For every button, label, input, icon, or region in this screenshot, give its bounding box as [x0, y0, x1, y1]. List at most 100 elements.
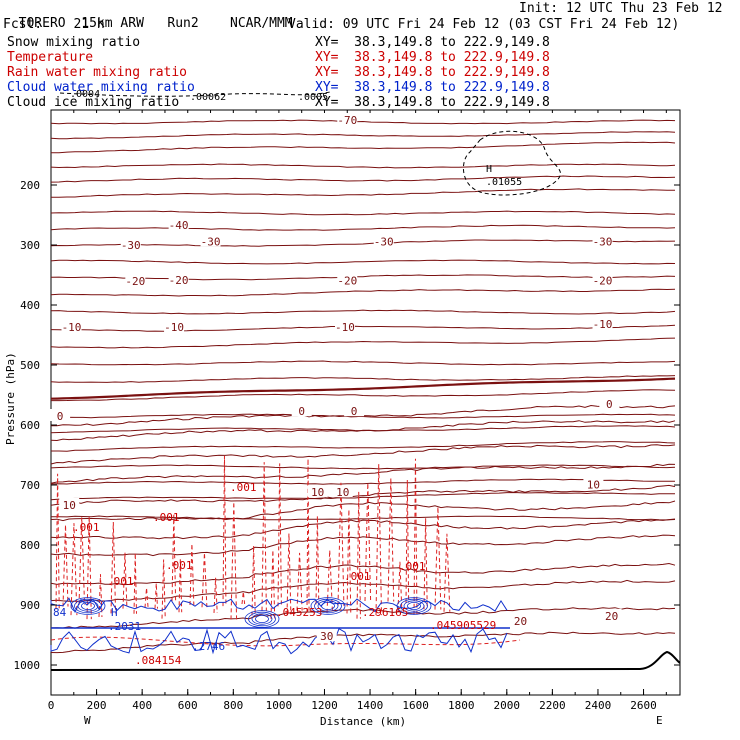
field-xy-cloud-ice: XY= 38.3,149.8 to 222.9,149.8 [315, 95, 550, 110]
isotherm-line [51, 441, 676, 452]
init-time: Init: 12 UTC Thu 23 Feb 12 [519, 1, 723, 16]
rain-label-3: .001 [153, 511, 180, 524]
isotherm-line-lower [50, 444, 676, 465]
rain-water-contour [161, 559, 166, 619]
isotherm-label-bg [120, 238, 141, 250]
cloud-water-core [396, 597, 432, 615]
isotherm-label-bg [583, 477, 604, 490]
isotherm-label--10: -10 [593, 318, 613, 331]
temperature-isotherms [50, 119, 676, 654]
isotherm-label-bg [61, 320, 82, 333]
rain-water-contour [405, 479, 410, 603]
isotherm-label-10: 10 [63, 499, 76, 512]
y-tick-label-400: 400 [20, 299, 40, 312]
rain-water-contour [241, 591, 246, 605]
cloud-water-contours [50, 597, 510, 655]
valid-time: Valid: 09 UTC Fri 24 Feb 12 (03 CST Fri … [288, 17, 680, 32]
rain-water-contour [154, 583, 158, 609]
cloud-water-label-1: 84 [53, 606, 67, 619]
isotherm-label-bg [592, 317, 613, 330]
isotherm-line [50, 224, 676, 231]
cloud-ice-max-marker: H [486, 164, 492, 175]
axes: 0 200 400 600 800 1000 1200 1400 1600 1800 2000 220… [14, 110, 680, 712]
rain-label-4: .001 [166, 559, 193, 572]
x-tick-label-1000: 1000 [266, 699, 293, 712]
isotherm-label--30: -30 [593, 235, 613, 248]
fcst-label: Fcst: [3, 17, 43, 32]
isotherm-line [50, 375, 676, 383]
cloud-water-core [70, 597, 106, 615]
cloud-water-contour-top [50, 597, 508, 613]
cloud-ice-contour [462, 130, 561, 196]
isotherm-label-bg [344, 404, 365, 417]
cloud-ice-label-2: .00062 [190, 92, 226, 103]
rain-water-contour-lower [50, 636, 521, 647]
cloud-water-core [74, 598, 102, 614]
rain-water-contour [261, 462, 267, 611]
isotherm-label-0: 0 [57, 410, 64, 423]
field-name-temperature: Temperature [7, 50, 94, 65]
cloud-water-max-marker: H [111, 606, 118, 619]
y-tick-label-500: 500 [20, 359, 40, 372]
isotherm-label--10: -10 [335, 321, 355, 334]
isotherm-line [50, 188, 675, 198]
rain-water-contour [296, 552, 303, 611]
rain-water-contour [133, 552, 137, 614]
isotherm-label-bg [592, 234, 613, 247]
isotherm-label-bg [337, 113, 358, 126]
field-xy-cloud-water: XY= 38.3,149.8 to 222.9,149.8 [315, 80, 550, 95]
rain-water-contour [230, 501, 238, 620]
isotherm-label-0: 0 [298, 405, 305, 418]
rain-water-contour [62, 524, 69, 607]
isotherm-label-bg [168, 272, 189, 285]
cloud-water-core [317, 600, 339, 612]
isotherm-label-bg [125, 274, 146, 286]
isotherm-label-20: 20 [514, 615, 527, 628]
y-tick-label-800: 800 [20, 539, 40, 552]
isotherm-line-lower [50, 534, 676, 557]
isotherm-label--40: -40 [169, 219, 189, 232]
cloud-water-core [77, 600, 99, 612]
rain-label-6: .001 [344, 570, 371, 583]
isotherm-line [51, 141, 676, 154]
rain-water-contours [50, 455, 521, 647]
field-name-cloud-water: Cloud water mixing ratio [7, 80, 195, 95]
field-xy-rain: XY= 38.3,149.8 to 222.9,149.8 [315, 65, 550, 80]
isotherm-line-lower [50, 463, 676, 484]
cloud-water-core [248, 611, 276, 627]
rain-water-contour [70, 523, 78, 616]
cloud-water-contour-bottom [50, 627, 508, 655]
isotherm-line-lower [50, 484, 676, 506]
rain-water-contour [443, 533, 451, 612]
isotherm-label--30: -30 [201, 235, 221, 248]
isotherm-line [50, 119, 676, 125]
isotherm-label-bg [291, 404, 312, 417]
rain-label-11: .084154 [135, 654, 182, 667]
field-xy-snow: XY= 38.3,149.8 to 222.9,149.8 [315, 35, 550, 50]
isotherm-label--70: -70 [337, 114, 357, 127]
x-tick-label-2000: 2000 [494, 699, 521, 712]
isotherm-line-lower [50, 607, 676, 629]
rain-label-5: .001 [230, 481, 257, 494]
isotherm-label-bg [332, 485, 353, 498]
x-tick-label-2600: 2600 [630, 699, 657, 712]
isotherm-line [50, 210, 676, 216]
run-label: Run2 [167, 16, 199, 31]
terrain-line [50, 650, 681, 671]
cloud-water-core [255, 615, 269, 624]
rain-water-contour [346, 509, 352, 614]
isotherm-line [51, 515, 676, 521]
field-name-snow: Snow mixing ratio [7, 35, 141, 50]
cloud-water-core [400, 598, 428, 614]
rain-water-contour [78, 517, 86, 606]
isotherm-label--10: -10 [62, 321, 82, 334]
y-tick-label-200: 200 [20, 179, 40, 192]
isotherm-line [50, 337, 676, 349]
isotherm-line [50, 274, 676, 281]
x-tick-label-800: 800 [223, 699, 243, 712]
isotherm-label--20: -20 [125, 275, 145, 288]
model-name: TORERO [18, 16, 66, 31]
isotherm-line-lower [50, 500, 676, 522]
rain-water-contour [315, 515, 320, 605]
